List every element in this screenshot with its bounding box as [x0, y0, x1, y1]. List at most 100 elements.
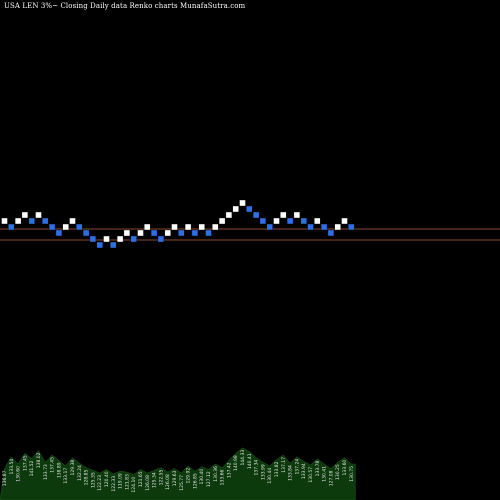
- renko-brick-down: [28, 217, 35, 225]
- renko-brick-down: [76, 223, 83, 231]
- renko-brick-up: [225, 211, 233, 219]
- x-tick-label: 133.99: [260, 464, 266, 480]
- renko-brick-down: [286, 217, 294, 225]
- renko-brick-up: [198, 223, 205, 231]
- renko-brick-down: [320, 223, 328, 231]
- x-tick-label: 144.33: [240, 450, 246, 466]
- x-tick-label: 137.45: [22, 455, 28, 471]
- x-tick-label: 121.65: [138, 471, 144, 487]
- x-tick-label: 133.82: [274, 461, 280, 477]
- x-tick-label: 128.85: [84, 469, 90, 485]
- renko-brick-up: [14, 217, 22, 225]
- x-tick-label: 125.34: [152, 472, 158, 488]
- renko-brick-down: [89, 235, 97, 243]
- renko-brick-up: [212, 223, 219, 231]
- x-tick-label: 122.33: [111, 476, 117, 492]
- volume-area: [0, 447, 356, 500]
- renko-brick-up: [171, 223, 178, 231]
- renko-brick-down: [348, 223, 355, 231]
- x-tick-label: 140.98: [233, 455, 239, 471]
- renko-brick-up: [273, 217, 280, 225]
- renko-brick-down: [307, 223, 314, 231]
- x-tick-label: 137.17: [281, 457, 287, 473]
- x-tick-label: 122.23: [97, 475, 103, 491]
- x-tick-label: 130.41: [322, 466, 328, 482]
- x-tick-label: 133.66: [220, 469, 226, 485]
- x-tick-label: 126.85: [192, 473, 198, 489]
- renko-brick-down: [42, 217, 49, 225]
- renko-brick-down: [246, 205, 253, 213]
- renko-brick-up: [164, 229, 171, 237]
- renko-brick-up: [314, 217, 321, 225]
- x-tick-label: 130.25: [335, 464, 341, 480]
- renko-brick-up: [116, 235, 124, 243]
- x-tick-label: 130.36: [213, 466, 219, 482]
- chart-title: USA LEN 3%~ Closing Daily data Renko cha…: [4, 2, 246, 10]
- x-tick-label: 129.63: [172, 470, 178, 486]
- x-tick-label: 126.08: [165, 474, 171, 490]
- renko-brick-up: [21, 211, 29, 219]
- renko-brick-down: [130, 235, 137, 243]
- renko-brick-down: [96, 241, 103, 249]
- x-tick-label: 133.78: [315, 460, 321, 476]
- x-tick-label: 137.24: [294, 459, 300, 475]
- renko-brick-up: [239, 199, 246, 207]
- renko-brick-up: [280, 211, 287, 219]
- x-tick-label: 136.87: [2, 470, 8, 486]
- x-tick-label: 129.92: [186, 468, 192, 484]
- x-tick-label: 141.52: [29, 460, 35, 476]
- x-tick-label: 120.40: [104, 471, 110, 487]
- x-tick-label: 130.57: [308, 467, 314, 483]
- x-tick-label: 138.89: [56, 462, 62, 478]
- x-tick-label: 133.84: [288, 465, 294, 481]
- renko-brick-down: [82, 229, 90, 237]
- renko-brick-up: [341, 217, 348, 225]
- x-tick-label: 138.02: [36, 452, 42, 468]
- x-tick-label: 133.73: [43, 464, 49, 480]
- renko-brick-up: [144, 223, 151, 231]
- renko-brick-up: [232, 205, 239, 213]
- x-tick-label: 137.42: [226, 462, 232, 478]
- renko-brick-down: [150, 229, 158, 237]
- renko-brick-up: [334, 223, 341, 231]
- x-tick-label: 124.10: [131, 477, 137, 493]
- x-tick-label: 121.83: [124, 474, 130, 490]
- x-tick-label: 127.08: [328, 470, 334, 486]
- renko-brick-down: [191, 229, 199, 237]
- x-tick-label: 129.38: [70, 460, 76, 476]
- x-tick-label: 133.17: [63, 468, 69, 484]
- x-tick-label: 133.54: [9, 459, 15, 475]
- renko-brick-down: [252, 211, 260, 219]
- renko-brick-up: [123, 229, 131, 237]
- renko-brick-up: [1, 217, 8, 225]
- x-tick-label: 132.24: [77, 465, 83, 481]
- renko-brick-up: [137, 229, 144, 237]
- x-tick-label: 122.55: [158, 469, 164, 485]
- x-tick-label: 133.60: [342, 460, 348, 476]
- renko-brick-up: [293, 211, 301, 219]
- renko-brick-down: [259, 217, 267, 225]
- x-tick-label: 125.35: [90, 472, 96, 488]
- x-tick-label: 137.45: [50, 457, 56, 473]
- renko-brick-down: [327, 229, 335, 237]
- x-tick-label: 119.09: [118, 473, 124, 489]
- x-tick-label: 137.34: [254, 460, 260, 476]
- renko-brick-up: [69, 217, 76, 225]
- renko-brick-up: [218, 217, 226, 225]
- renko-brick-down: [8, 223, 15, 231]
- renko-brick-down: [300, 217, 307, 225]
- renko-brick-up: [62, 223, 69, 231]
- x-tick-label: 130.44: [267, 468, 273, 484]
- x-tick-label: 130.75: [349, 466, 355, 482]
- x-tick-label: 133.94: [301, 463, 307, 479]
- renko-brick-up: [35, 211, 42, 219]
- x-tick-label: 126.08: [145, 475, 151, 491]
- renko-brick-up: [184, 223, 192, 231]
- renko-brick-down: [48, 223, 56, 231]
- renko-brick-down: [266, 223, 273, 231]
- renko-brick-up: [103, 235, 110, 243]
- x-tick-label: 140.41: [247, 453, 253, 469]
- x-tick-label: 125.77: [179, 475, 185, 491]
